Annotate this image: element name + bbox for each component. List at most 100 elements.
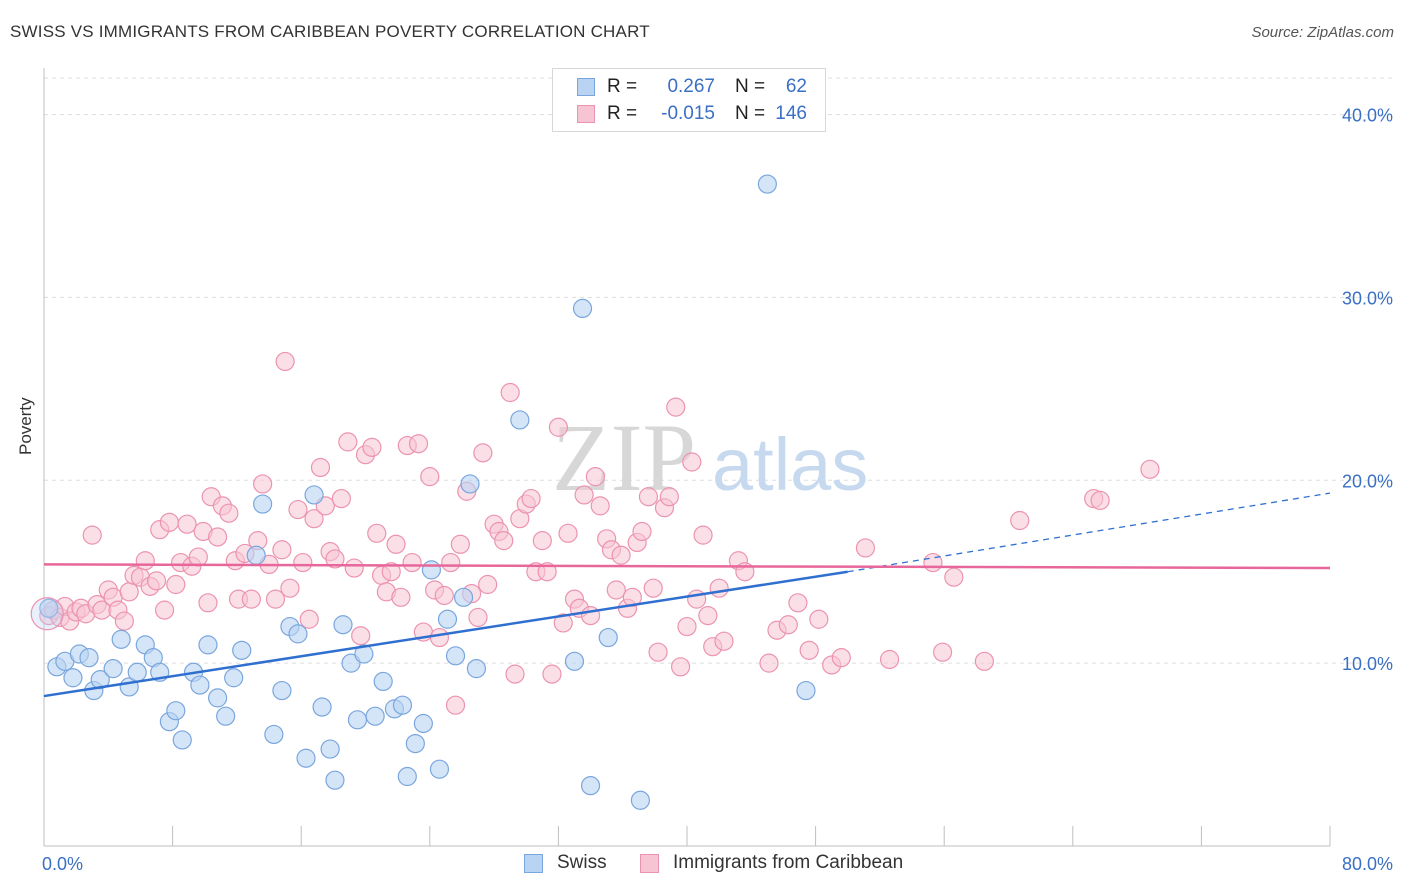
- caribbean-point: [687, 589, 707, 609]
- swiss-point: [246, 545, 266, 565]
- caribbean-point: [532, 531, 552, 551]
- caribbean-point: [241, 589, 261, 609]
- caribbean-point: [445, 695, 466, 715]
- caribbean-point: [682, 452, 702, 472]
- caribbean-point: [325, 549, 345, 569]
- caribbean-point: [293, 552, 313, 573]
- caribbean-point: [280, 578, 300, 598]
- y-tick-label: 30.0%: [1342, 288, 1393, 308]
- legend-n-label: N =: [735, 103, 766, 124]
- swiss-point: [757, 174, 777, 194]
- caribbean-point: [714, 631, 734, 651]
- swiss-point: [272, 680, 292, 701]
- y-tick-label: 40.0%: [1342, 106, 1393, 126]
- tick-labels: 10.0% 20.0% 30.0% 40.0% 0.0% 80.0%: [42, 106, 1393, 874]
- caribbean-point: [208, 527, 228, 547]
- caribbean-point: [505, 664, 525, 684]
- caribbean-point: [585, 467, 605, 487]
- caribbean-point: [154, 600, 175, 620]
- series-legend: Swiss Immigrants from Caribbean: [0, 852, 1406, 876]
- caribbean-point: [391, 587, 411, 607]
- caribbean-point: [632, 521, 652, 542]
- swiss-point: [127, 662, 147, 682]
- caribbean-point: [670, 657, 691, 677]
- caribbean-point: [420, 467, 440, 487]
- caribbean-point: [574, 485, 594, 505]
- legend-item-swiss[interactable]: Swiss: [524, 852, 607, 874]
- swiss-point: [365, 706, 385, 726]
- swiss-point: [166, 701, 186, 721]
- caribbean-point: [932, 642, 953, 662]
- caribbean-point: [177, 514, 197, 534]
- caribbean-point: [478, 574, 498, 595]
- swiss-point: [325, 770, 345, 790]
- swiss-point-cluster: [30, 597, 64, 631]
- x-tick-label: 0.0%: [42, 854, 83, 874]
- swiss-point: [466, 659, 487, 679]
- swiss-point: [232, 640, 252, 660]
- swiss-point: [312, 697, 332, 717]
- swiss-point: [253, 494, 273, 514]
- caribbean-point: [441, 552, 461, 573]
- grid-lines: [44, 77, 1394, 664]
- swiss-point: [397, 766, 417, 787]
- zipatlas-watermark: ZIP atlas: [552, 404, 868, 511]
- caribbean-point: [114, 611, 134, 631]
- caribbean-point: [638, 487, 659, 507]
- swiss-point: [304, 485, 324, 505]
- correlation-legend: R = 0.267 N = 62 R = -0.015 N = 146: [552, 68, 826, 132]
- swiss-point: [296, 748, 316, 768]
- caribbean-point: [799, 640, 819, 660]
- legend-row-swiss: R = 0.267 N = 62: [577, 75, 807, 99]
- swiss-trend-extension: [847, 492, 1331, 573]
- legend-n-label: N =: [735, 76, 766, 97]
- legend-swatch-caribbean: [577, 105, 595, 123]
- caribbean-point: [494, 531, 514, 551]
- caribbean-point: [429, 627, 450, 648]
- caribbean-point: [272, 540, 292, 560]
- caribbean-point: [693, 525, 713, 545]
- legend-swatch-swiss: [524, 853, 543, 873]
- legend-swatch-caribbean: [640, 853, 659, 873]
- swiss-trend-line: [43, 570, 848, 698]
- legend-r-label: R =: [607, 103, 638, 124]
- caribbean-point: [159, 512, 179, 532]
- caribbean-point: [1140, 459, 1160, 479]
- legend-n-value: 146: [775, 103, 807, 124]
- swiss-point: [564, 651, 585, 671]
- legend-r-value: 0.267: [667, 76, 715, 97]
- trend-lines: [43, 492, 1331, 698]
- caribbean-point: [643, 578, 663, 598]
- caribbean-point: [879, 649, 900, 670]
- caribbean-point: [648, 642, 668, 662]
- swiss-point: [264, 724, 284, 745]
- legend-n-value: 62: [785, 76, 807, 97]
- swiss-point: [320, 739, 340, 759]
- caribbean-point: [698, 605, 718, 626]
- caribbean-point: [590, 496, 610, 516]
- caribbean-point: [219, 503, 239, 523]
- caribbean-point: [468, 607, 488, 628]
- caribbean-point: [135, 551, 155, 571]
- caribbean-trend-line: [43, 563, 1331, 570]
- caribbean-point: [146, 571, 167, 591]
- caribbean-point: [709, 578, 729, 598]
- legend-item-caribbean[interactable]: Immigrants from Caribbean: [640, 852, 903, 874]
- swiss-point: [333, 615, 353, 635]
- y-tick-label: 10.0%: [1342, 654, 1393, 674]
- legend-r-label: R =: [607, 76, 638, 97]
- swiss-point: [510, 410, 530, 430]
- caribbean-point: [831, 648, 851, 668]
- caribbean-point: [778, 615, 798, 635]
- caribbean-point: [944, 567, 964, 587]
- swiss-point: [460, 474, 480, 494]
- caribbean-point: [362, 437, 382, 457]
- swiss-point: [373, 671, 393, 692]
- caribbean-point: [548, 417, 569, 437]
- caribbean-point: [288, 499, 308, 520]
- caribbean-point: [402, 552, 422, 573]
- caribbean-point: [537, 562, 557, 582]
- caribbean-point: [304, 509, 324, 529]
- caribbean-point: [310, 457, 331, 478]
- caribbean-point: [855, 538, 876, 558]
